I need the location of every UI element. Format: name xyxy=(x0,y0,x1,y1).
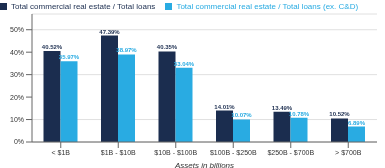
html-text:Total commercial real estate /: Total commercial real estate / Total loa… xyxy=(11,2,156,11)
svg-text:$100B - $250B: $100B - $250B xyxy=(210,149,257,156)
svg-text:20%: 20% xyxy=(10,94,24,101)
svg-text:14.01%: 14.01% xyxy=(214,104,235,110)
svg-text:50%: 50% xyxy=(10,26,24,33)
svg-text:> $700B: > $700B xyxy=(335,149,362,156)
svg-text:10.52%: 10.52% xyxy=(329,111,350,117)
svg-text:$1B - $10B: $1B - $10B xyxy=(101,149,136,156)
svg-text:40.35%: 40.35% xyxy=(157,44,178,50)
html-text:Total commercial real estate /: Total commercial real estate / Total loa… xyxy=(176,2,359,11)
svg-text:30%: 30% xyxy=(10,71,24,78)
svg-text:33.04%: 33.04% xyxy=(174,61,195,67)
svg-text:10.78%: 10.78% xyxy=(289,111,310,117)
svg-text:40.52%: 40.52% xyxy=(42,44,63,50)
svg-text:0%: 0% xyxy=(14,138,24,145)
svg-text:6.89%: 6.89% xyxy=(348,120,366,126)
svg-text:10.07%: 10.07% xyxy=(231,112,252,118)
svg-text:38.97%: 38.97% xyxy=(116,47,137,53)
svg-text:$10B - $100B: $10B - $100B xyxy=(154,149,197,156)
svg-text:Assets in billions: Assets in billions xyxy=(174,161,234,168)
svg-text:40%: 40% xyxy=(10,49,24,56)
svg-text:35.97%: 35.97% xyxy=(59,54,80,60)
svg-text:13.49%: 13.49% xyxy=(271,104,293,111)
svg-text:10%: 10% xyxy=(10,116,24,123)
svg-text:47.39%: 47.39% xyxy=(99,29,120,35)
svg-text:< $1B: < $1B xyxy=(52,149,71,156)
svg-text:$250B - $700B: $250B - $700B xyxy=(267,149,314,156)
